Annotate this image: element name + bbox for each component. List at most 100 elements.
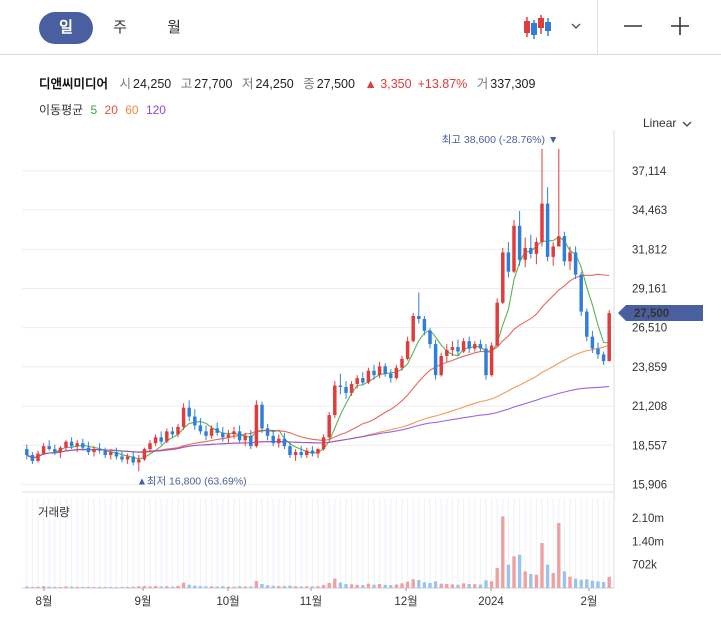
tab-daily[interactable]: 일 <box>39 12 93 44</box>
candle <box>484 344 488 380</box>
candle-body <box>495 302 499 346</box>
candle-body <box>568 252 572 262</box>
candle <box>159 431 163 445</box>
open-label: 시 <box>119 77 132 91</box>
ma-20-line <box>26 273 610 459</box>
candle-body <box>237 431 242 441</box>
price-summary: 디앤씨미디어 시 24,250 고 27,700 저 24,250 종 27,500 ▲… <box>39 73 541 92</box>
volume-bar <box>529 574 533 588</box>
volume-bar <box>153 585 158 588</box>
ma-60-line <box>26 344 610 459</box>
candle-body <box>293 452 298 456</box>
candle-body <box>92 449 96 453</box>
candle <box>557 148 561 247</box>
volume-bar <box>265 585 270 588</box>
scale-selector[interactable]: Linear <box>643 116 692 130</box>
volume-bar <box>445 584 449 588</box>
candle <box>422 316 427 336</box>
candle-body <box>316 449 320 454</box>
volume-bar <box>405 581 410 588</box>
volume-bar <box>428 583 432 588</box>
candle <box>545 187 550 262</box>
candle <box>601 351 606 365</box>
x-tick-label: 2월 <box>581 595 598 608</box>
candlestick-icon[interactable] <box>521 12 555 42</box>
candle <box>215 422 219 436</box>
candle <box>433 339 438 380</box>
moving-average-label: 이동평균 <box>39 103 84 117</box>
volume-bar <box>221 586 225 588</box>
candle <box>495 298 499 348</box>
candle-body <box>254 404 259 447</box>
candle-body <box>461 341 466 352</box>
candle <box>349 381 354 396</box>
candle-body <box>187 407 191 417</box>
plus-icon[interactable] <box>668 14 692 38</box>
volume-bar <box>125 587 130 588</box>
tab-monthly[interactable]: 월 <box>167 19 181 36</box>
volume-bar <box>165 586 169 588</box>
candle-body <box>64 441 68 448</box>
price-tick-label: 29,161 <box>632 283 667 295</box>
candle <box>473 341 477 352</box>
candle <box>148 440 152 453</box>
candle <box>333 381 337 419</box>
current-price-label: 27,500 <box>634 308 669 320</box>
volume-bar <box>86 586 91 588</box>
candle <box>86 441 91 456</box>
volume-bar <box>254 581 259 588</box>
volume-bar <box>523 571 527 588</box>
ma-20[interactable]: 20 <box>104 103 118 117</box>
candle <box>456 339 460 356</box>
volume-bar <box>394 584 399 588</box>
volume-bar <box>109 587 113 588</box>
candle-body <box>523 247 527 260</box>
candle <box>400 355 404 371</box>
candle <box>405 336 410 361</box>
candle <box>344 381 348 399</box>
volume-bar <box>53 586 57 588</box>
volume-bar <box>131 586 135 588</box>
candle <box>204 425 208 441</box>
minus-icon[interactable] <box>621 14 645 38</box>
candle <box>394 364 399 380</box>
price-tick-label: 26,510 <box>632 323 667 335</box>
volume-bar <box>534 574 539 588</box>
close-value: 27,500 <box>316 77 355 91</box>
candle-body <box>81 443 85 448</box>
volume-bar <box>282 585 287 588</box>
chevron-down-icon[interactable] <box>566 16 586 36</box>
candle <box>288 441 292 458</box>
volume-bar <box>193 585 197 588</box>
candle <box>260 401 264 433</box>
candle-body <box>422 318 427 331</box>
candle-body <box>433 344 438 376</box>
volume-bar <box>209 586 214 588</box>
candle <box>551 242 555 266</box>
candle <box>58 446 63 458</box>
candle-body <box>53 449 57 453</box>
ma-60[interactable]: 60 <box>125 103 139 117</box>
candle-body <box>529 247 533 254</box>
ma-5[interactable]: 5 <box>90 103 98 117</box>
candle-body <box>366 370 371 383</box>
chart-toolbar: 일 주 월 <box>0 0 721 55</box>
volume-bar <box>540 543 544 588</box>
candle-body <box>170 431 175 435</box>
volume-bar <box>92 587 96 588</box>
price-tick-label: 37,114 <box>632 166 667 178</box>
volume-bar <box>484 580 488 588</box>
candle <box>232 426 236 439</box>
candle-body <box>349 384 354 393</box>
ma-120[interactable]: 120 <box>145 103 166 117</box>
candle <box>489 342 494 377</box>
volume-bar <box>159 586 163 588</box>
candle-body <box>30 455 35 461</box>
volume-bar <box>422 582 427 588</box>
tab-weekly[interactable]: 주 <box>113 19 127 36</box>
candle-body <box>86 447 91 453</box>
candle-body <box>338 385 343 387</box>
volume-bar <box>596 581 600 588</box>
volume-label: 거 <box>476 77 489 91</box>
